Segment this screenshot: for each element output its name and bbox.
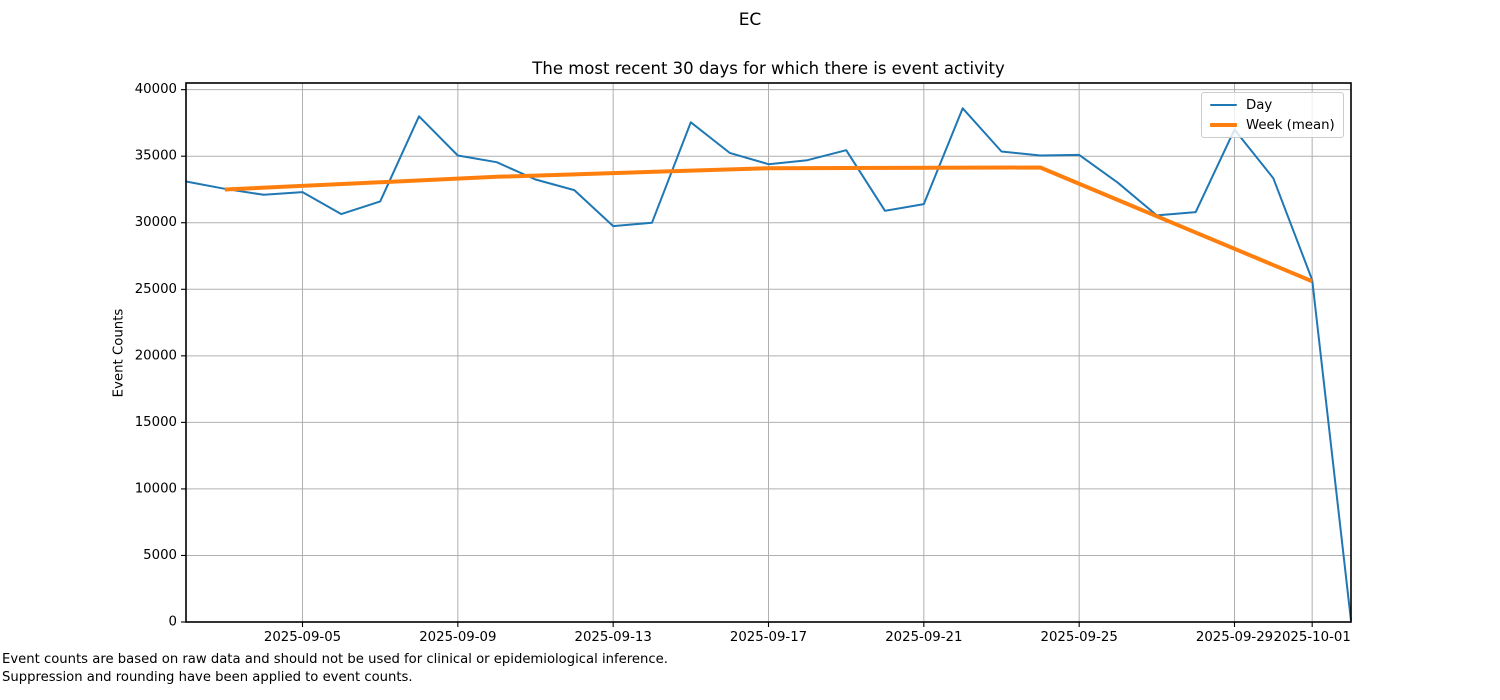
legend-item-day: Day — [1210, 97, 1335, 113]
y-tick-label: 0 — [169, 615, 177, 630]
x-tick-label: 2025-09-17 — [730, 630, 807, 645]
x-tick-label: 2025-09-13 — [575, 630, 652, 645]
footer-line-1: Event counts are based on raw data and s… — [2, 652, 668, 667]
y-tick-label: 5000 — [143, 548, 177, 563]
x-tick-label: 2025-09-29 — [1196, 630, 1273, 645]
x-tick-label: 2025-09-21 — [885, 630, 962, 645]
x-tick-label: 2025-09-05 — [264, 630, 341, 645]
footer-disclaimer: Event counts are based on raw data and s… — [2, 651, 668, 687]
legend-label-day: Day — [1246, 97, 1273, 113]
chart-title: The most recent 30 days for which there … — [532, 59, 1005, 78]
y-tick-label: 40000 — [135, 82, 177, 97]
y-tick-label: 25000 — [135, 282, 177, 297]
legend-item-week-mean: Week (mean) — [1210, 117, 1335, 133]
legend: Day Week (mean) — [1201, 92, 1344, 138]
x-tick-label: 2025-09-25 — [1041, 630, 1118, 645]
y-tick-label: 30000 — [135, 215, 177, 230]
y-tick-label: 10000 — [135, 481, 177, 496]
legend-label-week-mean: Week (mean) — [1246, 117, 1335, 133]
y-tick-label: 20000 — [135, 348, 177, 363]
x-tick-label: 2025-10-01 — [1274, 630, 1351, 645]
x-tick-label: 2025-09-09 — [419, 630, 496, 645]
day-line-sample-icon — [1210, 104, 1237, 106]
footer-line-2: Suppression and rounding have been appli… — [2, 670, 413, 685]
figure-title: EC — [738, 10, 762, 30]
y-tick-label: 15000 — [135, 415, 177, 430]
week-mean-line — [224, 165, 1313, 284]
week-mean-line-sample-icon — [1210, 123, 1237, 127]
y-tick-label: 35000 — [135, 149, 177, 164]
